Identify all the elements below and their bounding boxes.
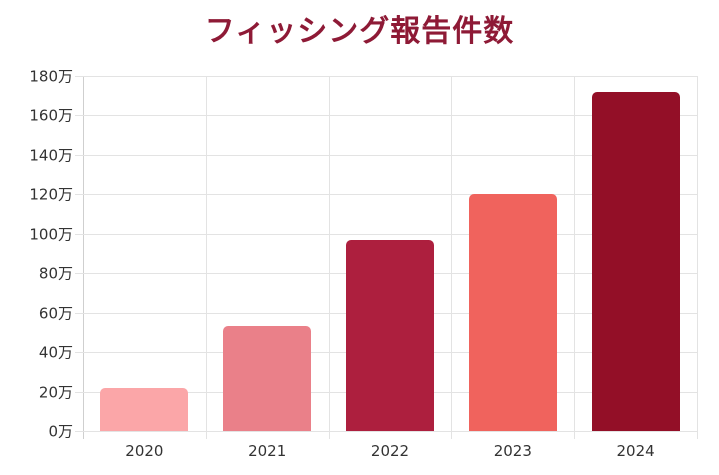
bar-2020	[100, 387, 189, 431]
x-tick-label: 2020	[125, 442, 164, 460]
gridline-horizontal	[75, 194, 697, 196]
y-axis-line	[83, 76, 84, 439]
x-tick-label: 2024	[616, 442, 655, 460]
bar-2023	[468, 194, 557, 431]
gridline-horizontal	[75, 431, 697, 432]
x-tick-label: 2021	[248, 442, 287, 460]
y-tick-label: 160万	[29, 106, 73, 125]
y-tick-label: 0万	[48, 422, 73, 441]
x-tick-label: 2023	[493, 442, 532, 460]
chart-title: フィッシング報告件数	[204, 14, 515, 49]
gridline-horizontal	[75, 154, 697, 156]
bar-2022	[346, 239, 434, 431]
gridline-horizontal	[75, 233, 697, 235]
plot-area	[75, 76, 698, 439]
gridline-vertical	[205, 76, 207, 439]
y-tick-label: 140万	[29, 146, 73, 165]
bar-2024	[591, 91, 680, 431]
bar-2021	[223, 326, 312, 431]
y-tick-label: 40万	[38, 343, 73, 362]
y-tick-label: 120万	[29, 185, 73, 204]
gridline-vertical	[328, 76, 330, 439]
y-tick-label: 60万	[38, 304, 73, 323]
gridline-vertical	[451, 76, 453, 439]
y-tick-label: 100万	[29, 225, 73, 244]
gridline-vertical	[697, 76, 698, 439]
y-tick-label: 80万	[38, 264, 73, 283]
gridline-horizontal	[75, 115, 697, 117]
x-tick-label: 2022	[370, 442, 410, 460]
y-tick-label: 180万	[29, 67, 73, 86]
gridline-vertical	[574, 76, 576, 439]
y-tick-label: 20万	[38, 383, 73, 402]
gridline-horizontal	[75, 76, 697, 77]
